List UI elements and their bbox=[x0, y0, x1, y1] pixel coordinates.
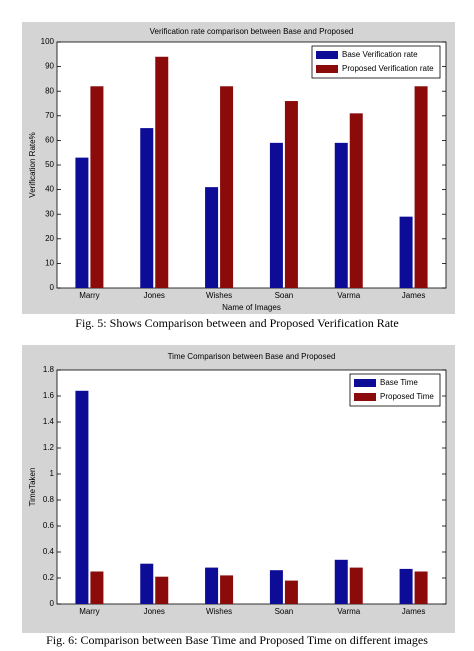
y-tick-label: 1.6 bbox=[43, 391, 55, 400]
bar bbox=[269, 142, 283, 288]
y-tick-label: 0.4 bbox=[43, 547, 55, 556]
y-tick-label: 10 bbox=[45, 259, 54, 268]
bar bbox=[334, 559, 348, 604]
y-tick-label: 30 bbox=[45, 209, 54, 218]
y-tick-label: 1 bbox=[50, 469, 55, 478]
x-tick-label: James bbox=[402, 607, 426, 616]
y-tick-label: 0 bbox=[50, 283, 55, 292]
legend-swatch bbox=[316, 51, 338, 59]
legend-swatch bbox=[316, 65, 338, 73]
bar bbox=[220, 575, 234, 604]
y-tick-label: 90 bbox=[45, 62, 54, 71]
x-tick-label: Varma bbox=[337, 291, 361, 300]
x-tick-label: Marry bbox=[79, 291, 99, 300]
figure-caption: Fig. 6: Comparison between Base Time and… bbox=[46, 633, 428, 647]
bar bbox=[75, 390, 89, 604]
x-tick-label: Wishes bbox=[206, 607, 232, 616]
bar bbox=[205, 567, 219, 604]
y-tick-label: 50 bbox=[45, 160, 54, 169]
y-axis-label: Verification Rate% bbox=[28, 132, 37, 197]
x-tick-label: Marry bbox=[79, 607, 99, 616]
y-tick-label: 1.8 bbox=[43, 365, 55, 374]
bar bbox=[349, 567, 363, 604]
y-tick-label: 0.2 bbox=[43, 573, 55, 582]
bar bbox=[90, 571, 104, 604]
y-tick-label: 80 bbox=[45, 86, 54, 95]
bar bbox=[349, 113, 363, 288]
y-tick-label: 0.8 bbox=[43, 495, 55, 504]
bar bbox=[414, 571, 428, 604]
bar bbox=[284, 580, 298, 604]
y-axis-label: TimeTaken bbox=[28, 468, 37, 507]
bar bbox=[155, 576, 169, 604]
bar bbox=[414, 86, 428, 288]
plot-area bbox=[56, 41, 447, 289]
y-tick-label: 0.6 bbox=[43, 521, 55, 530]
bar bbox=[399, 568, 413, 604]
legend-swatch bbox=[354, 379, 376, 387]
y-tick-label: 60 bbox=[45, 136, 54, 145]
y-tick-label: 1.4 bbox=[43, 417, 55, 426]
bar bbox=[334, 142, 348, 288]
bar bbox=[140, 563, 154, 604]
y-tick-label: 0 bbox=[50, 599, 55, 608]
bar bbox=[140, 128, 154, 288]
x-tick-label: Soan bbox=[275, 607, 294, 616]
figure-caption: Fig. 5: Shows Comparison between and Pro… bbox=[75, 316, 398, 330]
bar bbox=[269, 570, 283, 604]
y-tick-label: 70 bbox=[45, 111, 54, 120]
x-tick-label: Jones bbox=[144, 291, 165, 300]
legend-label: Base Verification rate bbox=[342, 50, 418, 59]
x-tick-label: Wishes bbox=[206, 291, 232, 300]
y-tick-label: 100 bbox=[41, 37, 55, 46]
legend-swatch bbox=[354, 393, 376, 401]
x-tick-label: Jones bbox=[144, 607, 165, 616]
bar bbox=[284, 101, 298, 288]
x-tick-label: Soan bbox=[275, 291, 294, 300]
chart-title: Time Comparison between Base and Propose… bbox=[168, 352, 336, 361]
legend-label: Proposed Verification rate bbox=[342, 64, 434, 73]
bar bbox=[399, 216, 413, 288]
legend-label: Base Time bbox=[380, 378, 418, 387]
legend-label: Proposed Time bbox=[380, 392, 434, 401]
plot-area bbox=[56, 369, 447, 605]
x-axis-label: Name of Images bbox=[222, 303, 281, 312]
x-tick-label: Varma bbox=[337, 607, 361, 616]
y-tick-label: 40 bbox=[45, 185, 54, 194]
x-tick-label: James bbox=[402, 291, 426, 300]
chart-title: Verification rate comparison between Bas… bbox=[150, 27, 354, 36]
bar bbox=[75, 157, 89, 288]
bar bbox=[205, 187, 219, 288]
y-tick-label: 1.2 bbox=[43, 443, 55, 452]
bar bbox=[90, 86, 104, 288]
y-tick-label: 20 bbox=[45, 234, 54, 243]
bar bbox=[220, 86, 234, 288]
bar bbox=[155, 56, 169, 289]
